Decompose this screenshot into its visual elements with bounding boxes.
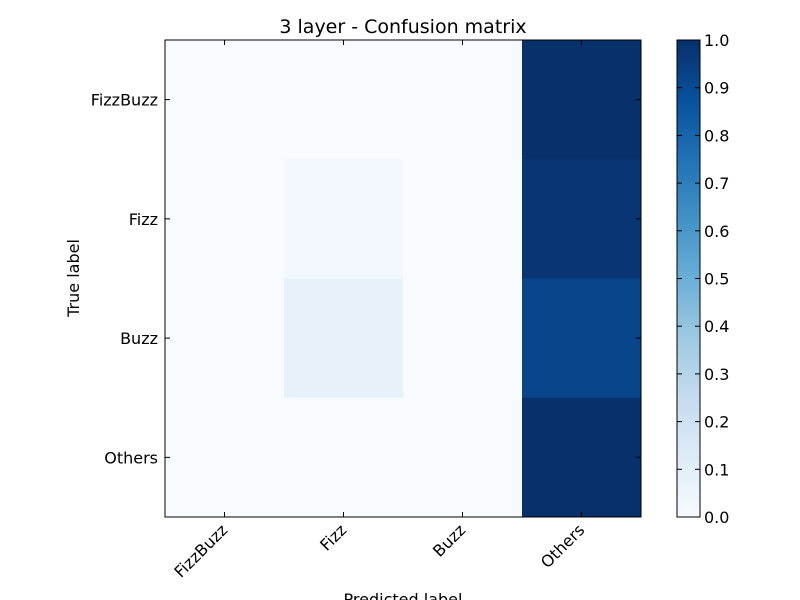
- colorbar-ticks: 0.0 0.1 0.2 0.3 0.4 0.5 0.6 0.7 0.8 0.9 1.0: [677, 31, 729, 527]
- colorbar-tick-label: 0.3: [704, 365, 729, 384]
- plot-frame: [164, 39, 642, 518]
- colorbar-tick-label: 0.5: [704, 270, 729, 289]
- y-tick-label: FizzBuzz: [91, 91, 158, 110]
- y-tick-label: Fizz: [129, 210, 158, 229]
- y-tick-label: Buzz: [120, 329, 158, 348]
- heatmap-cell: [165, 159, 285, 279]
- colorbar-tick-label: 0.2: [704, 413, 729, 432]
- heatmap-cell: [403, 40, 523, 160]
- colorbar-tick-label: 0.6: [704, 222, 729, 241]
- heatmap-cell: [403, 159, 523, 279]
- colorbar-tick-label: 0.0: [704, 508, 729, 527]
- x-axis-label: Predicted label: [344, 590, 463, 600]
- x-tick-label: Fizz: [316, 520, 350, 554]
- x-tick-label: Buzz: [429, 520, 469, 560]
- heatmap-cell: [403, 278, 523, 399]
- x-tick-label: Others: [537, 520, 588, 571]
- heatmap-cell: [284, 278, 404, 399]
- heatmap-cell: [284, 397, 404, 518]
- heatmap-cell: [403, 397, 523, 518]
- heatmap-cell: [165, 40, 285, 160]
- heatmap-cell: [522, 278, 642, 399]
- colorbar-tick-label: 0.8: [704, 126, 729, 145]
- heatmap-cell: [522, 397, 642, 518]
- x-tick-label: FizzBuzz: [170, 520, 231, 581]
- chart-title: 3 layer - Confusion matrix: [279, 16, 526, 38]
- heatmap-cell: [522, 159, 642, 279]
- colorbar-tick-label: 0.7: [704, 174, 729, 193]
- heatmap-cell: [165, 397, 285, 518]
- colorbar-tick-label: 1.0: [704, 31, 729, 50]
- colorbar-tick-label: 0.1: [704, 460, 729, 479]
- heatmap-cell: [165, 278, 285, 399]
- colorbar-tick-label: 0.9: [704, 79, 729, 98]
- y-tick-label: Others: [104, 448, 158, 467]
- colorbar-tick-label: 0.4: [704, 317, 729, 336]
- y-axis-label: True label: [64, 239, 83, 318]
- heatmap-cell: [522, 40, 642, 160]
- heatmap-cell: [284, 40, 404, 160]
- heatmap-cell: [284, 159, 404, 279]
- heatmap-cells: [165, 40, 642, 518]
